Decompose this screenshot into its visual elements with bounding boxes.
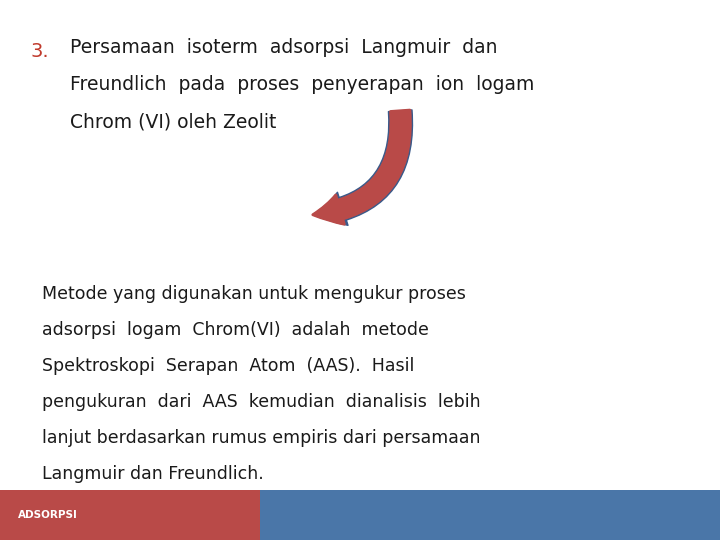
Text: Langmuir dan Freundlich.: Langmuir dan Freundlich. [42, 465, 264, 483]
FancyArrowPatch shape [312, 110, 410, 224]
Bar [0, 490, 260, 540]
Text: Chrom (VI) oleh Zeolit: Chrom (VI) oleh Zeolit [70, 112, 276, 131]
FancyArrowPatch shape [312, 110, 413, 225]
Text: Persamaan  isoterm  adsorpsi  Langmuir  dan: Persamaan isoterm adsorpsi Langmuir dan [70, 38, 498, 57]
Bar [260, 490, 720, 540]
Text: pengukuran  dari  AAS  kemudian  dianalisis  lebih: pengukuran dari AAS kemudian dianalisis … [42, 393, 481, 411]
Text: Spektroskopi  Serapan  Atom  (AAS).  Hasil: Spektroskopi Serapan Atom (AAS). Hasil [42, 357, 415, 375]
Text: Metode yang digunakan untuk mengukur proses: Metode yang digunakan untuk mengukur pro… [42, 285, 466, 303]
Text: adsorpsi  logam  Chrom(VI)  adalah  metode: adsorpsi logam Chrom(VI) adalah metode [42, 321, 429, 339]
Text: ADSORPSI: ADSORPSI [18, 510, 78, 520]
Text: lanjut berdasarkan rumus empiris dari persamaan: lanjut berdasarkan rumus empiris dari pe… [42, 429, 480, 447]
Text: 3.: 3. [30, 42, 49, 61]
Text: Freundlich  pada  proses  penyerapan  ion  logam: Freundlich pada proses penyerapan ion lo… [70, 75, 534, 94]
